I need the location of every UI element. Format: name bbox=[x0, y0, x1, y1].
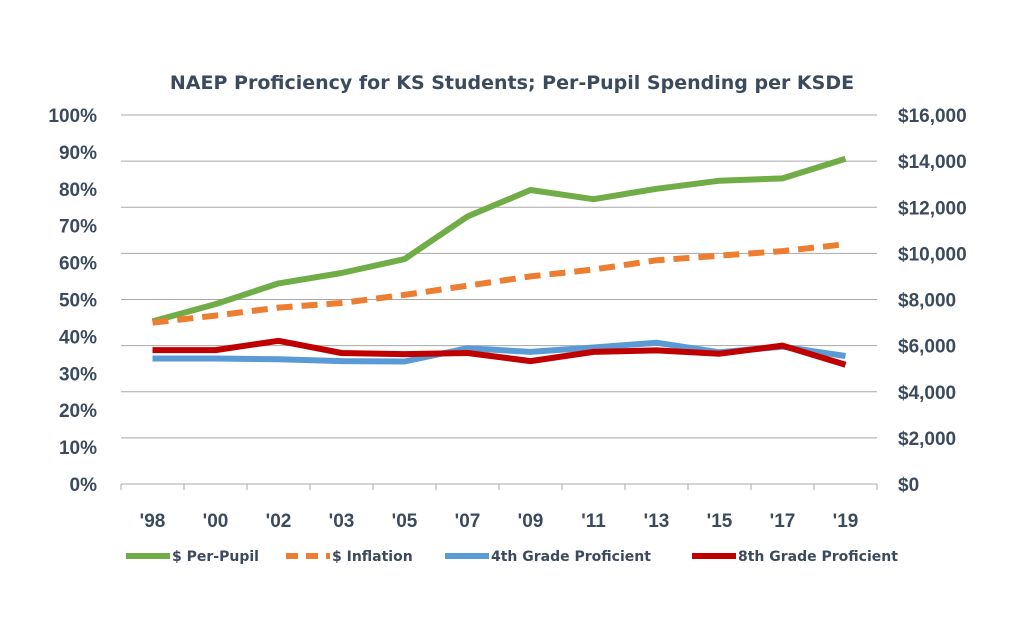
x-tick-label: '02 bbox=[266, 511, 292, 532]
legend-label: $ Inflation bbox=[332, 549, 413, 565]
x-tick-label: '00 bbox=[203, 511, 229, 532]
x-tick-label: '03 bbox=[329, 511, 355, 532]
chart-title: NAEP Proficiency for KS Students; Per-Pu… bbox=[170, 72, 854, 94]
left-tick-label: 70% bbox=[59, 217, 97, 238]
legend-label: 4th Grade Proficient bbox=[491, 549, 651, 565]
legend-label: $ Per-Pupil bbox=[172, 549, 259, 565]
right-tick-label: $14,000 bbox=[898, 152, 967, 173]
left-tick-label: 90% bbox=[59, 143, 97, 164]
right-tick-label: $16,000 bbox=[898, 106, 967, 127]
series-lines bbox=[151, 155, 847, 368]
right-tick-label: $4,000 bbox=[898, 383, 956, 404]
right-tick-label: $6,000 bbox=[898, 337, 956, 358]
right-tick-label: $2,000 bbox=[898, 429, 956, 450]
right-tick-label: $8,000 bbox=[898, 291, 956, 312]
left-tick-label: 30% bbox=[59, 364, 97, 385]
right-tick-label: $10,000 bbox=[898, 244, 967, 265]
left-tick-label: 80% bbox=[59, 180, 97, 201]
right-tick-label: $0 bbox=[898, 475, 919, 496]
right-tick-label: $12,000 bbox=[898, 198, 967, 219]
x-tick-label: '15 bbox=[707, 511, 733, 532]
left-axis-ticks: 0% 10% 20% 30% 40% 50% 60% 70% 80% 90% 100% bbox=[48, 106, 97, 496]
series-line-8th-grade-proficient bbox=[152, 337, 847, 368]
x-tick-label: '07 bbox=[455, 511, 481, 532]
x-tick-label: '19 bbox=[833, 511, 859, 532]
x-tick-label: '13 bbox=[644, 511, 670, 532]
left-tick-label: 10% bbox=[59, 438, 97, 459]
left-tick-label: 100% bbox=[48, 106, 97, 127]
left-tick-label: 0% bbox=[70, 475, 98, 496]
left-tick-label: 50% bbox=[59, 291, 97, 312]
series-line-inflation bbox=[152, 241, 846, 326]
x-tick-label: '09 bbox=[518, 511, 544, 532]
right-axis-ticks: $0 $2,000 $4,000 $6,000 $8,000 $10,000 $12,000… bbox=[898, 106, 967, 496]
left-tick-label: 40% bbox=[59, 327, 97, 348]
x-axis-ticks: '98 '00 '02 '03 '05 '07 '09 '11 '13 '15 '17 '19 bbox=[140, 511, 859, 532]
legend: $ Per-Pupil $ Inflation 4th Grade Proficie… bbox=[126, 549, 898, 565]
left-tick-label: 60% bbox=[59, 254, 97, 275]
x-tick-label: '11 bbox=[581, 511, 606, 532]
legend-label: 8th Grade Proficient bbox=[738, 549, 898, 565]
x-tick-label: '05 bbox=[392, 511, 418, 532]
series-line-per-pupil bbox=[151, 155, 847, 325]
gridlines bbox=[120, 114, 878, 490]
x-tick-label: '17 bbox=[770, 511, 796, 532]
left-tick-label: 20% bbox=[59, 401, 97, 422]
x-tick-label: '98 bbox=[140, 511, 166, 532]
